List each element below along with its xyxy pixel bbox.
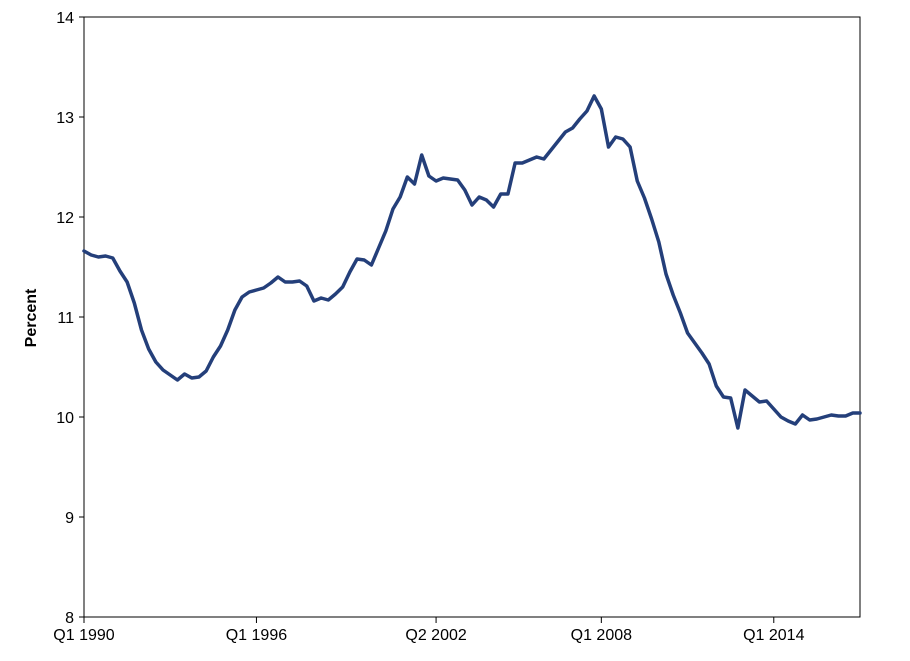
x-tick-label: Q1 1990 [53, 627, 114, 644]
series-group [82, 94, 862, 430]
x-tick-label: Q1 2008 [571, 627, 632, 644]
axes [83, 16, 861, 618]
x-axis-ticks: Q1 1990 Q1 1996 Q2 2002 Q1 2008 Q1 2014 [53, 617, 805, 644]
x-tick-label: Q1 1996 [226, 627, 287, 644]
plot-border [83, 16, 861, 618]
y-axis-ticks: 8 9 10 11 12 13 14 [56, 10, 84, 627]
y-tick-label: 10 [56, 410, 74, 427]
y-axis-title: Percent [23, 288, 40, 347]
y-tick-label: 11 [57, 310, 74, 327]
x-tick-label: Q1 2014 [743, 627, 804, 644]
series-line [82, 94, 862, 430]
y-tick-label: 14 [56, 10, 74, 27]
y-tick-label: 9 [65, 510, 74, 527]
x-tick-label: Q2 2002 [405, 627, 466, 644]
y-tick-label: 12 [56, 210, 74, 227]
y-tick-label: 13 [56, 110, 74, 127]
y-tick-label: 8 [65, 610, 74, 627]
